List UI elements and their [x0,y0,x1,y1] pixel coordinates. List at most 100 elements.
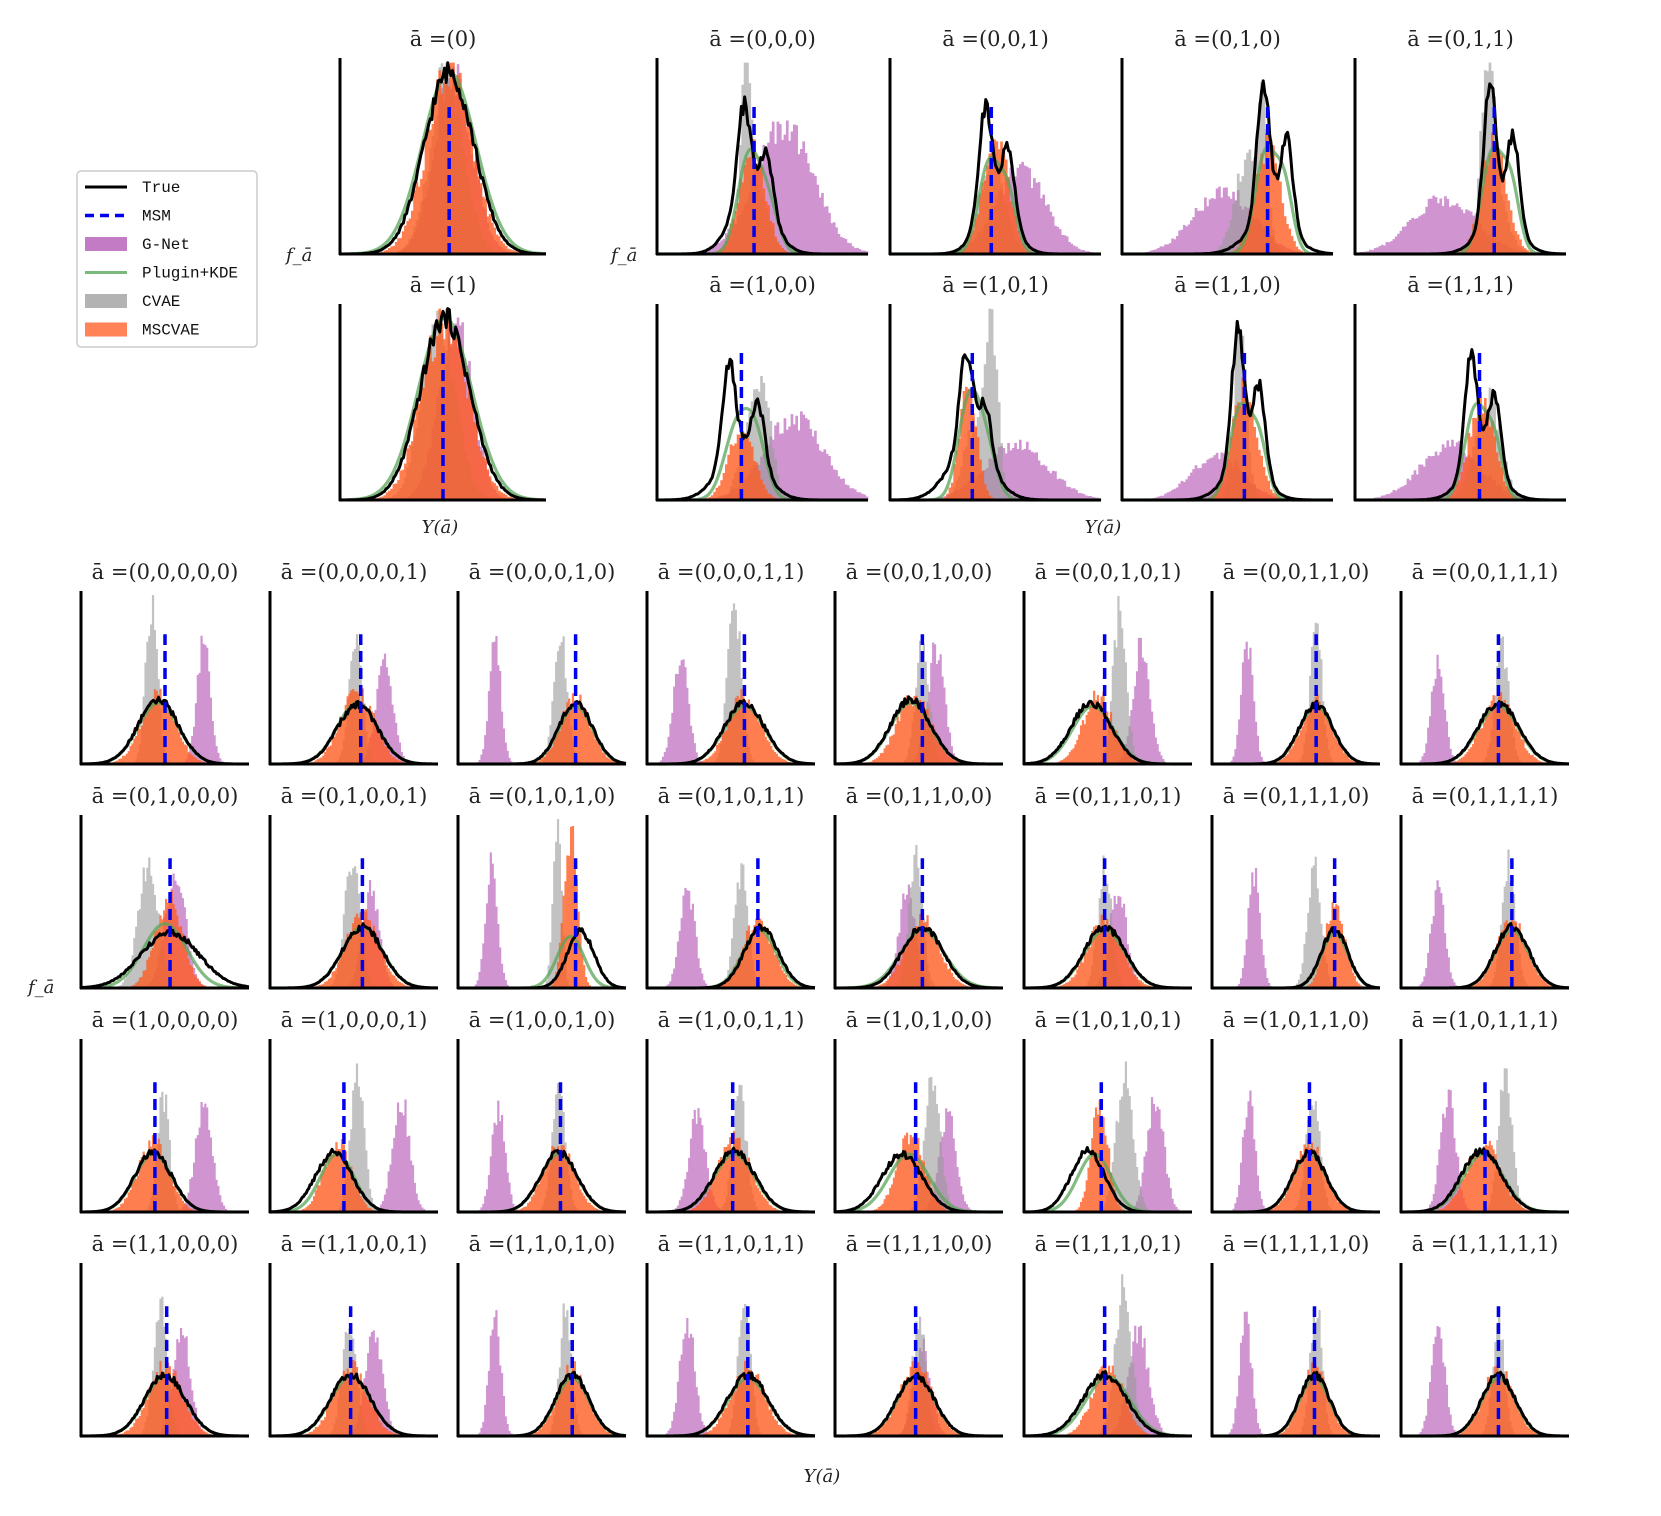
gnet-histogram [1128,1097,1184,1212]
mscvae-histogram [107,1135,199,1212]
panel-11111: ā =(1,1,1,1,1) [1399,1232,1570,1438]
panel-title: ā =(0,1,1,1,1) [1412,784,1559,808]
panel-title: ā =(1,1,0,1,0) [469,1232,616,1256]
panel-110: ā =(1,1,0) [1120,273,1333,502]
gnet-histogram [663,887,711,988]
panel-title: ā =(0,1,1) [1407,27,1514,51]
panel-01110: ā =(0,1,1,1,0) [1210,784,1381,990]
cvae-histogram [1292,856,1338,988]
xlabel-t1: Y(ā) [422,517,459,538]
panel-title: ā =(0,0,1) [942,27,1049,51]
panel-title: ā =(0,0,0,1,1) [658,560,805,584]
legend-item-g-net: G-Net [85,236,190,254]
ylabel-t1-text: f_ā [284,245,312,266]
panel-title: ā =(0,0,0,1,0) [469,560,616,584]
panel-00011: ā =(0,0,0,1,1) [645,560,816,766]
panel-0: ā =(0) [338,27,547,256]
panel-00000: ā =(0,0,0,0,0) [79,560,250,766]
kde-curve [339,316,547,502]
mscvae-histogram [512,1145,606,1212]
panel-title: ā =(0,1,1,0,0) [846,784,993,808]
panel-title: ā =(1,1,0,1,1) [658,1232,805,1256]
panel-title: ā =(1,0,0,1,0) [469,1008,616,1032]
ylabel-t5: f_ā [26,977,54,998]
panel-11110: ā =(1,1,1,1,0) [1210,1232,1381,1438]
ylabel-t5-text: f_ā [26,977,54,998]
panel-title: ā =(1,1,0,0,0) [92,1232,239,1256]
legend: True MSM G-Net Plugin+KDE CVAE MSCVAE [76,170,258,348]
panel-title: ā =(1,1,0) [1174,273,1281,297]
gnet-histogram [1228,641,1267,764]
gnet-histogram [176,1101,231,1212]
panel-10000: ā =(1,0,0,0,0) [79,1008,250,1214]
panel-title: ā =(1,1,1,1,0) [1223,1232,1370,1256]
true-curve [80,927,250,990]
panel-title: ā =(0,0,1,0,0) [846,560,993,584]
mscvae-histogram [863,695,967,764]
panel-title: ā =(1,1,0,0,1) [281,1232,428,1256]
panel-10111: ā =(1,0,1,1,1) [1399,1008,1570,1214]
panel-10110: ā =(1,0,1,1,0) [1210,1008,1381,1214]
ylabel-t3: f_ā [609,245,637,266]
cvae-histogram [719,863,764,988]
gnet-histogram [1234,868,1274,988]
panel-10011: ā =(1,0,0,1,1) [645,1008,816,1214]
mscvae-histogram [1441,392,1522,500]
panel-title: ā =(1,1,1,0,0) [846,1232,993,1256]
panel-title: ā =(0,0,1,1,0) [1223,560,1370,584]
gnet-histogram [656,659,706,764]
gnet-histogram [1415,880,1460,988]
gnet-histogram [1415,1326,1460,1436]
panel-010: ā =(0,1,0) [1120,27,1334,256]
panel-100: ā =(1,0,0) [655,273,869,502]
panel-grid: ā =(0) ā =(1) ā =(0,0,0) ā =(0,0,1) ā =(0,1,… [79,27,1570,1438]
gnet-histogram [476,636,515,764]
panel-title: ā =(1,0,0,0,0) [92,1008,239,1032]
legend-item-mscvae: MSCVAE [85,322,200,340]
mscvae-histogram [107,688,211,764]
panel-title: ā =(0,1,0,0,0) [92,784,239,808]
panel-title: ā =(0,0,1,1,1) [1412,560,1559,584]
panel-title: ā =(1,0,0,0,1) [281,1008,428,1032]
panel-title: ā =(1,0,1,1,1) [1412,1008,1559,1032]
panel-title: ā =(1,0,1) [942,273,1049,297]
panel-00101: ā =(0,0,1,0,1) [1022,560,1193,766]
gnet-histogram [181,635,226,764]
panel-11011: ā =(1,1,0,1,1) [645,1232,816,1438]
panel-01011: ā =(0,1,0,1,1) [645,784,816,990]
panel-11101: ā =(1,1,1,0,1) [1022,1232,1193,1438]
panel-title: ā =(0,0,1,0,1) [1035,560,1182,584]
axis-labels: f_ā f_ā f_ā Y(ā) Y(ā) Y(ā) [26,245,1121,1487]
panel-10100: ā =(1,0,1,0,0) [833,1008,1004,1214]
panel-00110: ā =(0,0,1,1,0) [1210,560,1381,766]
panel-11010: ā =(1,1,0,1,0) [456,1232,627,1438]
gnet-histogram [703,411,869,500]
gnet-histogram [1230,1090,1269,1212]
legend-swatch [85,237,127,251]
panel-001: ā =(0,0,1) [888,27,1101,256]
gnet-histogram [689,120,869,254]
legend-label: MSCVAE [142,322,200,340]
panel-00111: ā =(0,0,1,1,1) [1399,560,1570,766]
panel-title: ā =(1,0,0,1,1) [658,1008,805,1032]
panel-title: ā =(0,1,0) [1174,27,1281,51]
mscvae-histogram [305,688,409,764]
panel-title: ā =(0,0,0) [709,27,816,51]
panel-00001: ā =(0,0,0,0,1) [268,560,439,766]
panel-title: ā =(0,1,0,1,0) [469,784,616,808]
true-curve [340,61,547,256]
panel-11001: ā =(1,1,0,0,1) [268,1232,439,1438]
panel-01001: ā =(0,1,0,0,1) [268,784,439,990]
panel-11000: ā =(1,1,0,0,0) [79,1232,250,1438]
panel-1: ā =(1) [338,273,547,502]
panel-title: ā =(1,1,1,0,1) [1035,1232,1182,1256]
xlabel-t3: Y(ā) [1085,517,1122,538]
panel-title: ā =(1) [410,273,477,297]
gnet-histogram [476,1100,520,1212]
panel-111: ā =(1,1,1) [1353,273,1566,502]
mscvae-histogram [1052,690,1144,764]
mscvae-histogram [296,1139,379,1212]
panel-01000: ā =(0,1,0,0,0) [79,784,250,990]
panel-title: ā =(1,1,1) [1407,273,1514,297]
panel-000: ā =(0,0,0) [655,27,869,256]
